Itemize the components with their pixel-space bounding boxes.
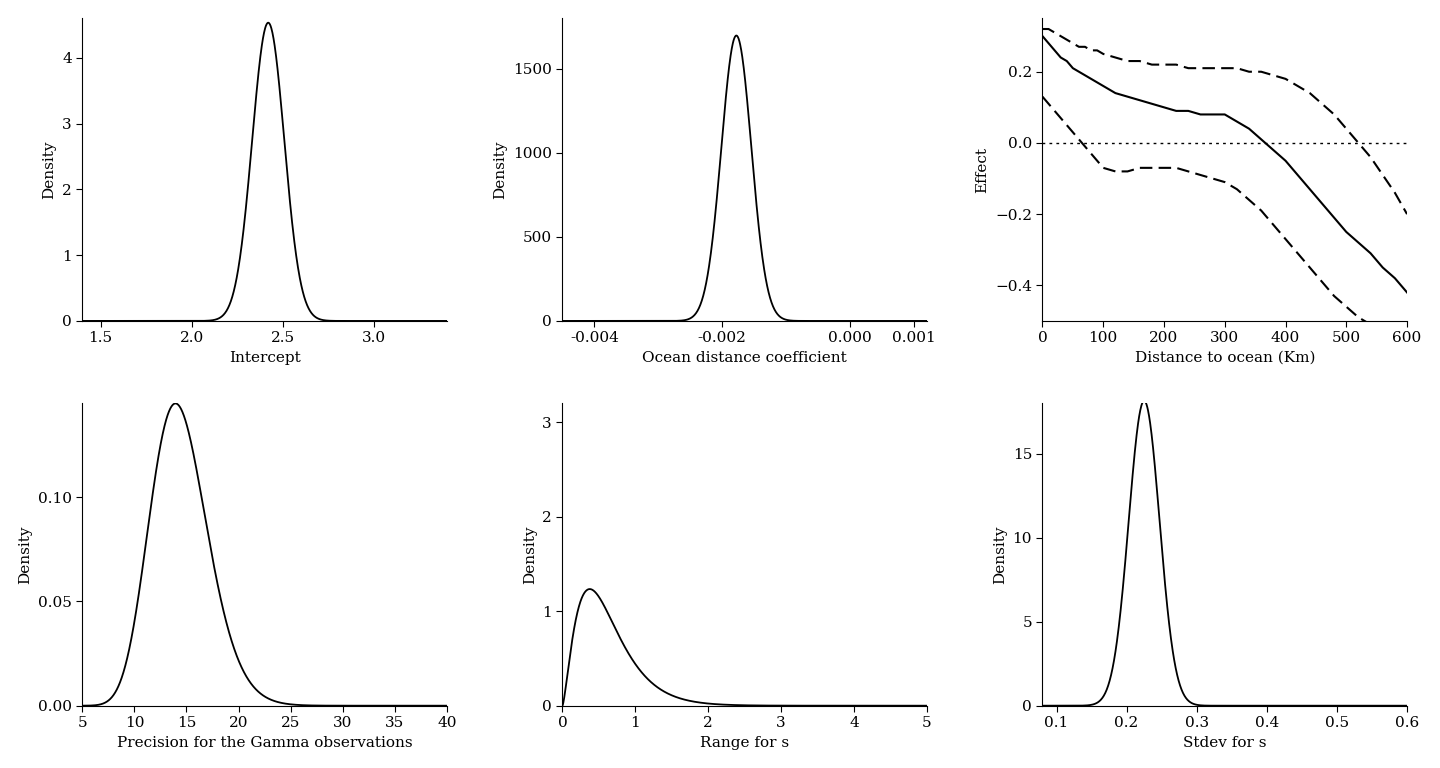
X-axis label: Distance to ocean (Km): Distance to ocean (Km) — [1135, 351, 1315, 365]
X-axis label: Stdev for s: Stdev for s — [1184, 736, 1267, 750]
X-axis label: Range for s: Range for s — [700, 736, 789, 750]
Y-axis label: Density: Density — [19, 525, 32, 584]
Y-axis label: Density: Density — [994, 525, 1007, 584]
X-axis label: Ocean distance coefficient: Ocean distance coefficient — [642, 351, 847, 365]
X-axis label: Precision for the Gamma observations: Precision for the Gamma observations — [117, 736, 412, 750]
Y-axis label: Density: Density — [494, 141, 507, 199]
Y-axis label: Effect: Effect — [975, 147, 989, 193]
Y-axis label: Density: Density — [523, 525, 537, 584]
X-axis label: Intercept: Intercept — [229, 351, 301, 365]
Y-axis label: Density: Density — [43, 141, 56, 199]
